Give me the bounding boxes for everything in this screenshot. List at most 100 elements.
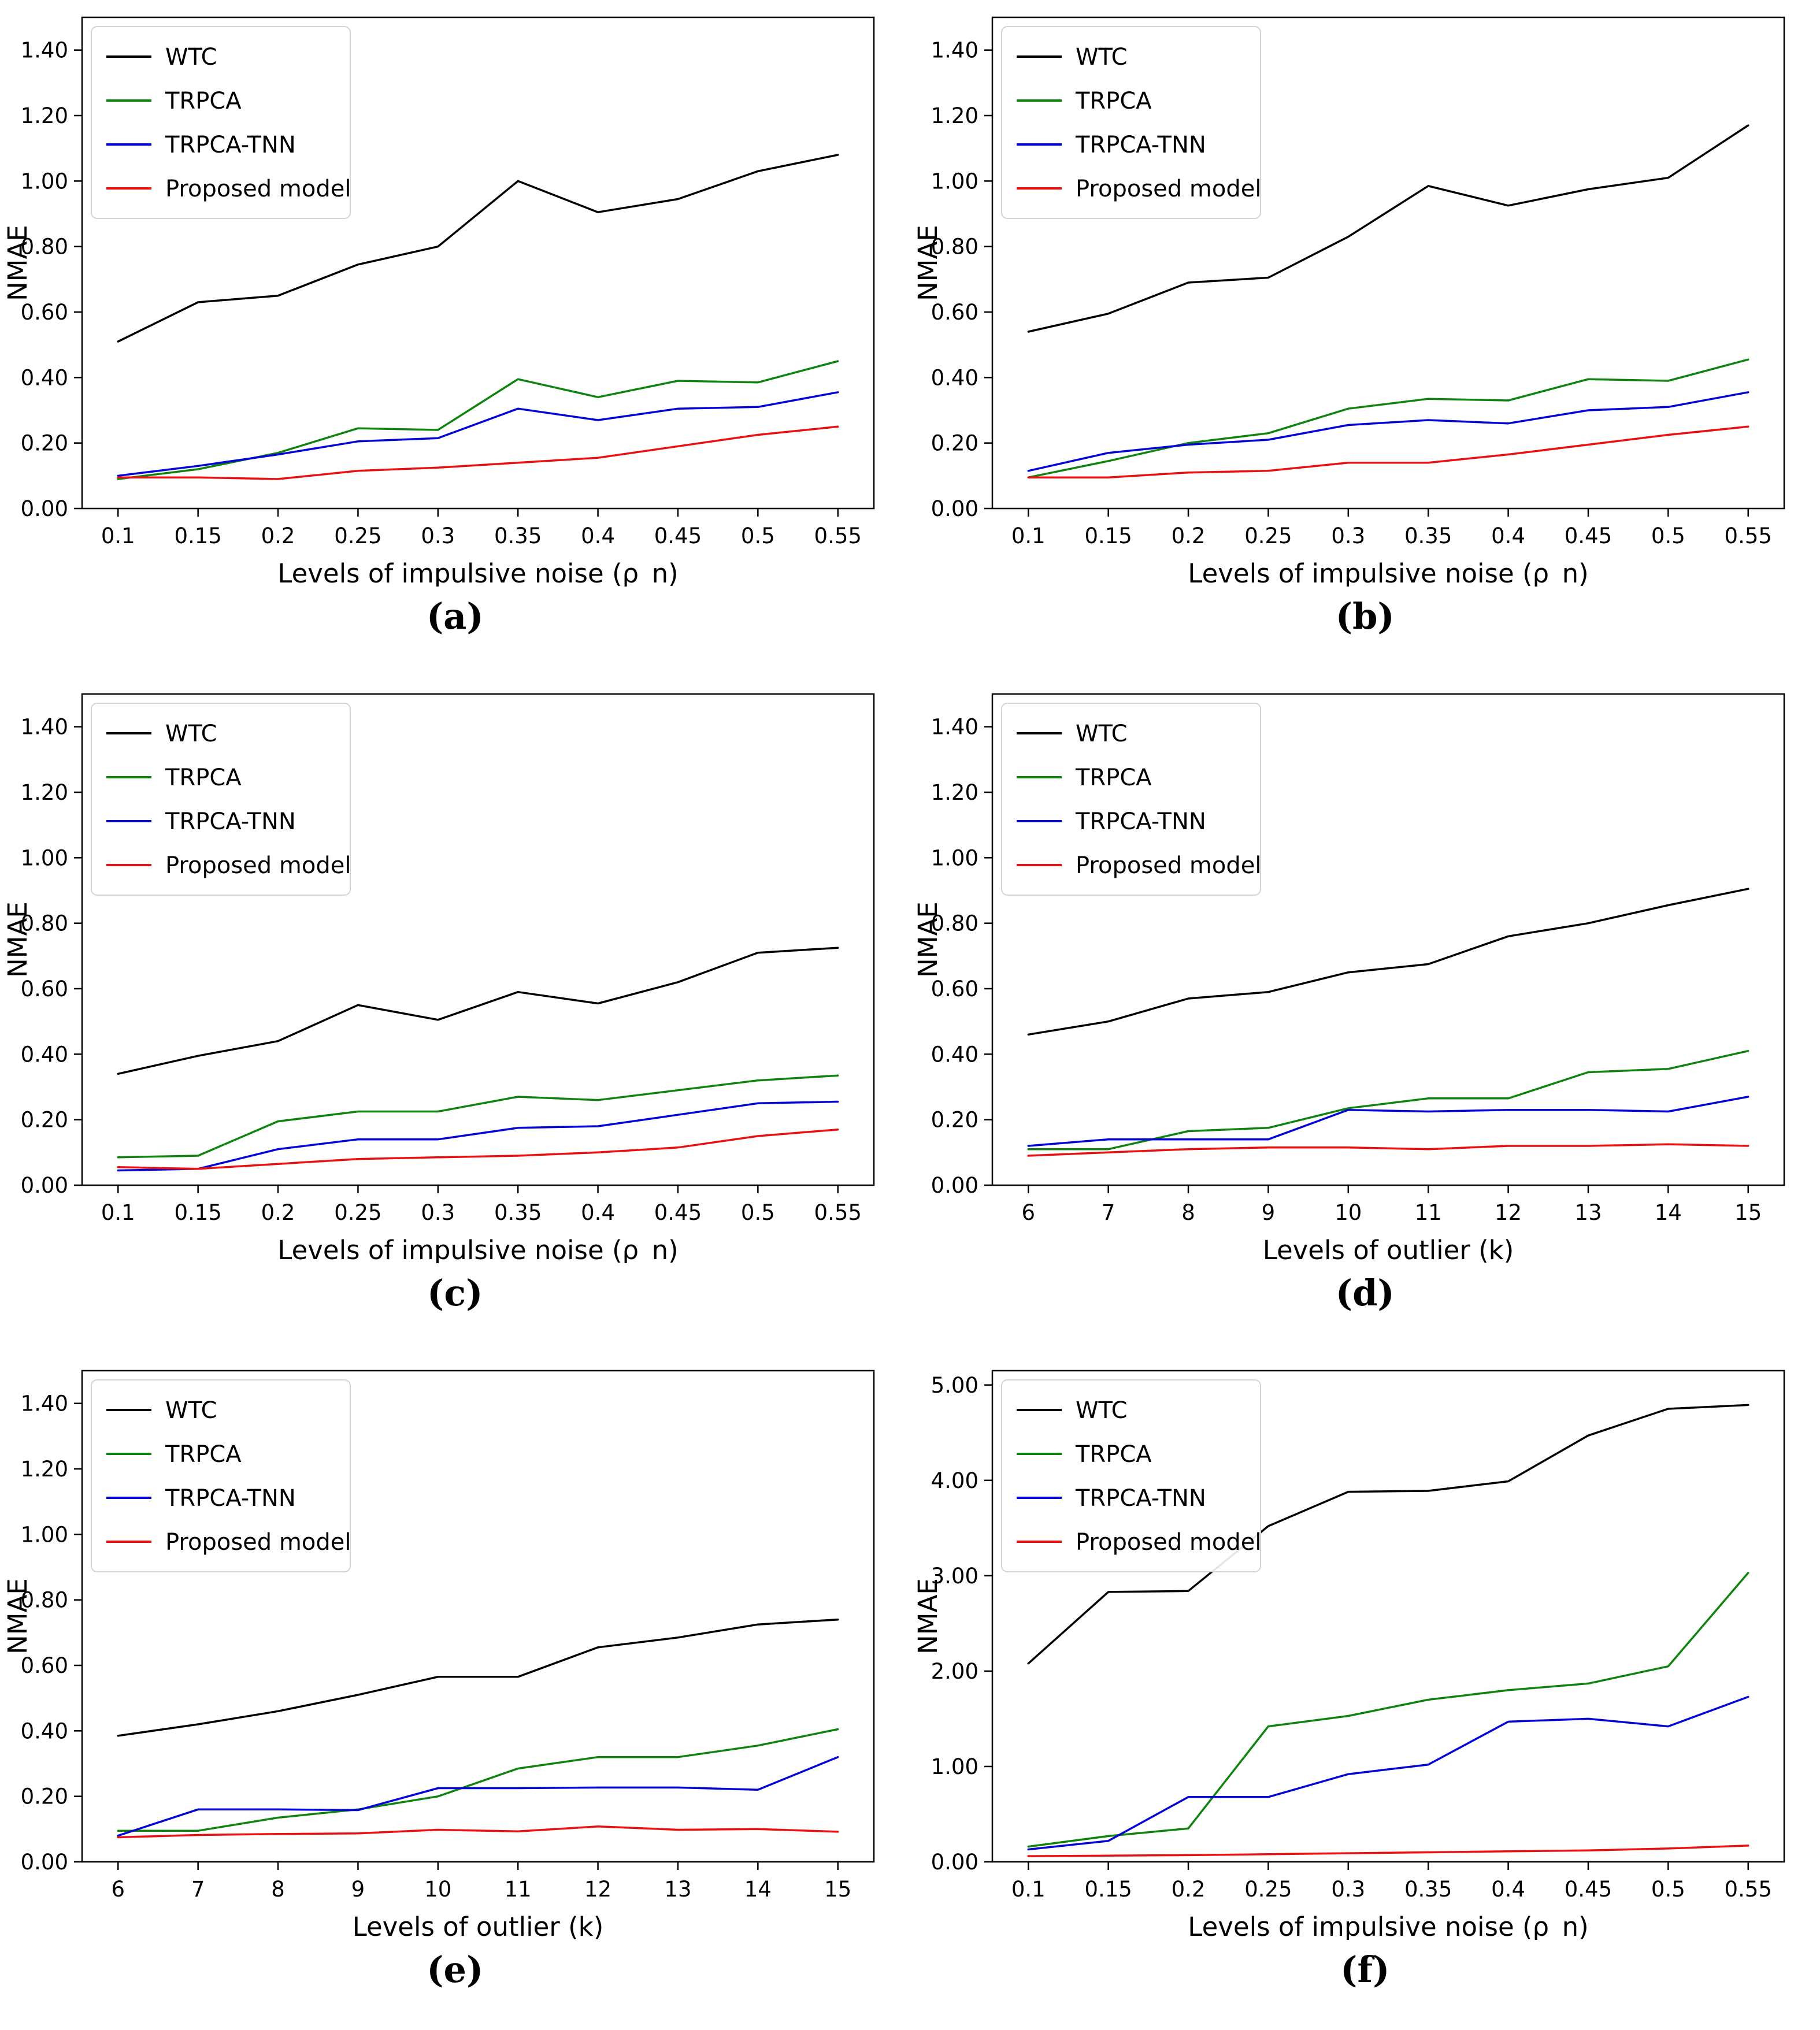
- y-tick-label: 1.20: [21, 1457, 68, 1482]
- x-tick-label: 0.55: [814, 1200, 862, 1225]
- legend-label: TRPCA: [1075, 88, 1152, 114]
- y-tick-label: 1.00: [931, 1754, 978, 1779]
- y-tick-label: 0.00: [931, 1173, 978, 1198]
- legend-label: Proposed model: [165, 1529, 351, 1556]
- legend-label: Proposed model: [165, 852, 351, 879]
- legend: WTC TRPCA TRPCA-TNN Proposed model: [91, 26, 351, 219]
- y-tick-label: 0.60: [931, 300, 978, 325]
- legend-label: TRPCA-TNN: [1075, 808, 1206, 835]
- legend-box: [1000, 703, 1261, 896]
- y-tick-label: 1.20: [931, 780, 978, 805]
- series-line-trpca-tnn: [1027, 391, 1749, 472]
- x-tick-label: 13: [1574, 1200, 1602, 1225]
- y-axis-label: NMAE: [2, 1578, 33, 1654]
- legend-box: [1000, 1379, 1261, 1572]
- x-tick-label: 0.4: [1491, 524, 1525, 548]
- y-tick-label: 1.40: [931, 38, 978, 63]
- x-tick-label: 0.25: [334, 524, 381, 548]
- y-tick-label: 0.20: [21, 431, 68, 456]
- y-tick-label: 1.00: [931, 169, 978, 194]
- y-tick-label: 0.00: [21, 496, 68, 521]
- x-tick-label: 0.5: [1651, 524, 1685, 548]
- legend-label: WTC: [165, 1397, 217, 1424]
- series-line-wtc: [1027, 124, 1749, 333]
- x-tick-label: 0.45: [654, 524, 702, 548]
- chart-e: 0.00 0.20 0.40 0.60 0.80 1.00 1.20 1.40 6 7 8 9 10 11…: [2, 1370, 875, 1940]
- y-tick-label: 1.20: [21, 780, 68, 805]
- y-tick-label: 0.00: [931, 496, 978, 521]
- chart-a: 0.00 0.20 0.40 0.60 0.80 1.00 1.20 1.40 0.1 0.15 0…: [2, 16, 875, 587]
- y-tick-label: 0.40: [931, 1042, 978, 1067]
- plot-border: [991, 16, 1785, 510]
- plot-border: [81, 693, 875, 1186]
- x-tick-label: 0.1: [101, 524, 135, 548]
- caption-f: (f): [1340, 1949, 1390, 1991]
- series-line-proposed-model: [117, 1128, 839, 1170]
- y-tick-label: 1.00: [21, 845, 68, 870]
- legend-label: TRPCA-TNN: [165, 1485, 296, 1512]
- y-tick-label: 1.00: [931, 845, 978, 870]
- x-tick-label: 0.2: [1171, 1877, 1205, 1902]
- x-tick-label: 10: [1335, 1200, 1362, 1225]
- legend: WTC TRPCA TRPCA-TNN Proposed model: [91, 703, 351, 896]
- series-line-wtc: [117, 154, 839, 343]
- plot-border: [991, 1370, 1785, 1863]
- legend-box: [91, 26, 351, 219]
- x-tick-label: 0.4: [581, 524, 615, 548]
- y-tick-label: 2.00: [931, 1659, 978, 1684]
- x-tick-label: 0.1: [1011, 1877, 1045, 1902]
- y-tick-label: 0.00: [931, 1850, 978, 1875]
- x-tick-label: 14: [744, 1877, 772, 1902]
- legend-label: TRPCA: [165, 765, 242, 791]
- legend-box: [91, 1379, 351, 1572]
- legend-box: [91, 703, 351, 896]
- y-tick-label: 0.80: [21, 235, 68, 259]
- x-tick-label: 7: [191, 1877, 205, 1902]
- legend-label: WTC: [1076, 1397, 1128, 1424]
- subplot-e: 0.00 0.20 0.40 0.60 0.80 1.00 1.20 1.40 6 7 8 9 10 11…: [0, 1353, 910, 2030]
- y-tick-label: 1.00: [21, 169, 68, 194]
- x-tick-label: 12: [584, 1877, 611, 1902]
- x-tick-label: 15: [1734, 1200, 1762, 1225]
- x-axis-label: Levels of impulsive noise (ρ_n): [277, 1235, 678, 1263]
- x-tick-label: 6: [1021, 1200, 1035, 1225]
- legend-label: Proposed model: [1076, 176, 1261, 202]
- legend-label: WTC: [1076, 44, 1128, 70]
- y-tick-label: 0.20: [21, 1784, 68, 1809]
- series-line-proposed-model: [117, 425, 839, 480]
- y-axis-label: NMAE: [913, 1578, 943, 1654]
- series-line-trpca-tnn: [1027, 1096, 1749, 1147]
- series-line-trpca-tnn: [1027, 1695, 1749, 1851]
- y-tick-label: 0.40: [21, 365, 68, 390]
- y-axis-label: NMAE: [913, 225, 943, 301]
- x-tick-label: 9: [351, 1877, 365, 1902]
- legend-label: Proposed model: [165, 176, 351, 202]
- legend-label: TRPCA: [165, 88, 242, 114]
- x-axis-label: Levels of impulsive noise (ρ_n): [277, 558, 678, 587]
- y-tick-label: 1.00: [21, 1522, 68, 1547]
- legend-label: TRPCA: [1075, 765, 1152, 791]
- series-line-trpca-tnn: [117, 1756, 839, 1837]
- series-line-wtc: [1027, 1404, 1749, 1665]
- series-line-wtc: [1027, 888, 1749, 1036]
- x-tick-label: 15: [824, 1877, 851, 1902]
- series-line-proposed-model: [1027, 425, 1749, 478]
- y-tick-label: 1.40: [931, 715, 978, 740]
- subplot-b: 0.00 0.20 0.40 0.60 0.80 1.00 1.20 1.40 0.1 0.15 0…: [910, 0, 1820, 677]
- legend-label: TRPCA-TNN: [165, 132, 296, 158]
- chart-f: 0.00 1.00 2.00 3.00 4.00 5.00 0.1 0.15 0.2 0.25 0.…: [913, 1370, 1785, 1940]
- legend-label: TRPCA: [165, 1441, 242, 1468]
- x-tick-label: 9: [1261, 1200, 1275, 1225]
- x-tick-label: 6: [111, 1877, 125, 1902]
- chart-c: 0.00 0.20 0.40 0.60 0.80 1.00 1.20 1.40 0.1 0.15 0…: [2, 693, 875, 1263]
- x-tick-label: 0.45: [1564, 1877, 1611, 1902]
- legend-box: [1000, 26, 1261, 219]
- x-tick-label: 0.2: [261, 1200, 295, 1225]
- legend-label: WTC: [1076, 721, 1128, 747]
- plot-border: [81, 1370, 875, 1863]
- x-tick-label: 0.35: [494, 524, 542, 548]
- x-tick-label: 8: [1181, 1200, 1195, 1225]
- x-tick-label: 0.15: [174, 1200, 221, 1225]
- series-line-trpca: [1027, 358, 1749, 478]
- y-tick-label: 1.20: [21, 103, 68, 128]
